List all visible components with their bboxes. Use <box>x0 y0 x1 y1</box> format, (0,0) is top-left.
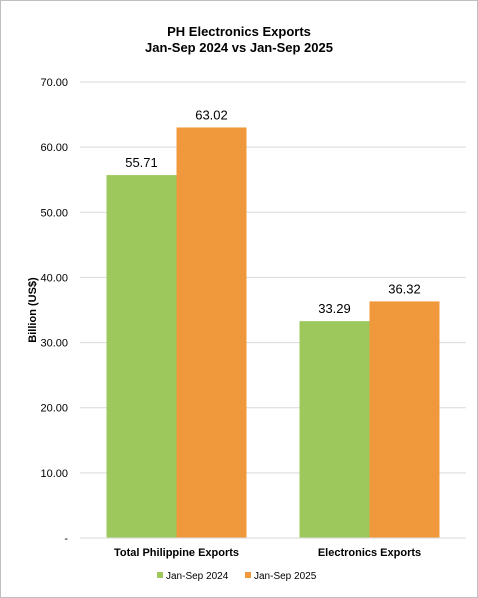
data-label: 55.71 <box>125 155 158 170</box>
legend-swatch <box>157 572 163 578</box>
chart-subtitle: Jan-Sep 2024 vs Jan-Sep 2025 <box>145 40 333 55</box>
chart-title: PH Electronics Exports <box>167 24 311 39</box>
x-category-label: Total Philippine Exports <box>114 547 239 559</box>
y-tick-label: 20.00 <box>40 403 68 415</box>
y-tick-label: - <box>64 533 68 545</box>
data-label: 36.32 <box>388 281 421 296</box>
y-tick-label: 70.00 <box>40 77 68 89</box>
x-category-label: Electronics Exports <box>318 547 421 559</box>
y-tick-label: 10.00 <box>40 468 68 480</box>
y-tick-label: 30.00 <box>40 338 68 350</box>
y-axis-label: Billion (US$) <box>27 277 39 343</box>
bar-1-2 <box>299 321 370 538</box>
bar-2-1 <box>176 127 247 538</box>
y-tick-label: 60.00 <box>40 142 68 154</box>
data-label: 63.02 <box>195 107 228 122</box>
y-tick-label: 50.00 <box>40 207 68 219</box>
bar-2-2 <box>369 301 440 538</box>
legend-label: Jan-Sep 2025 <box>254 571 317 582</box>
bar-1-1 <box>106 175 177 538</box>
data-label: 33.29 <box>318 301 351 316</box>
legend-label: Jan-Sep 2024 <box>166 571 229 582</box>
y-tick-label: 40.00 <box>40 272 68 284</box>
legend-swatch <box>245 572 251 578</box>
